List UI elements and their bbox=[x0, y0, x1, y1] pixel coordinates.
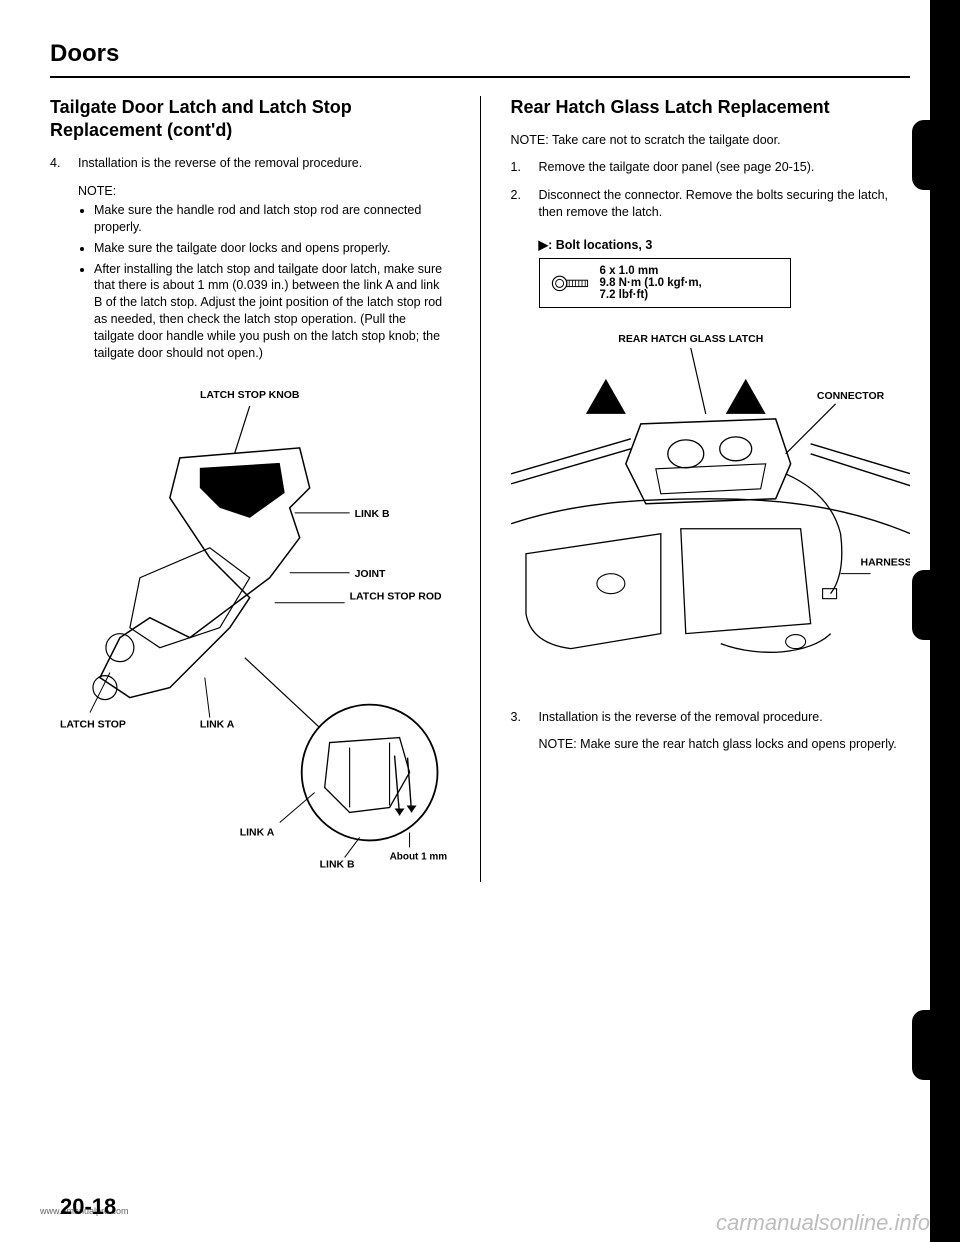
thumb-tab-3 bbox=[912, 1010, 960, 1080]
step-3: 3. Installation is the reverse of the re… bbox=[511, 709, 911, 753]
note-label: NOTE: bbox=[78, 184, 450, 198]
bullet-item: Make sure the handle rod and latch stop … bbox=[94, 202, 450, 236]
label-link-a-detail: LINK A bbox=[240, 827, 275, 838]
page-title: Doors bbox=[50, 40, 910, 68]
left-section-title: Tailgate Door Latch and Latch Stop Repla… bbox=[50, 96, 450, 141]
label-latch-stop-rod: LATCH STOP ROD bbox=[350, 591, 442, 602]
label-link-b: LINK B bbox=[355, 509, 390, 520]
step-text: Installation is the reverse of the remov… bbox=[78, 155, 362, 172]
label-link-a: LINK A bbox=[200, 719, 235, 730]
torque-nm: 9.8 N·m (1.0 kgf·m, bbox=[600, 277, 702, 289]
torque-text: 6 x 1.0 mm 9.8 N·m (1.0 kgf·m, 7.2 lbf·f… bbox=[600, 265, 702, 301]
step-number: 1. bbox=[511, 159, 525, 176]
step-number: 4. bbox=[50, 155, 64, 172]
torque-spec-box: 6 x 1.0 mm 9.8 N·m (1.0 kgf·m, 7.2 lbf·f… bbox=[539, 258, 791, 308]
column-divider bbox=[480, 96, 481, 882]
bullet-item: After installing the latch stop and tail… bbox=[94, 261, 450, 362]
bolt-locations-note: ▶: Bolt locations, 3 bbox=[539, 237, 911, 252]
label-joint: JOINT bbox=[355, 569, 386, 580]
step-number: 2. bbox=[511, 187, 525, 221]
step-text: Installation is the reverse of the remov… bbox=[539, 709, 897, 726]
latch-stop-diagram: LATCH STOP KNOB LINK B JOINT LATCH STOP … bbox=[50, 378, 450, 882]
label-latch-stop: LATCH STOP bbox=[60, 719, 126, 730]
note-bullets: Make sure the handle rod and latch stop … bbox=[78, 202, 450, 362]
step-text: Remove the tailgate door panel (see page… bbox=[539, 159, 815, 176]
left-column: Tailgate Door Latch and Latch Stop Repla… bbox=[50, 96, 450, 882]
torque-lbfft: 7.2 lbf·ft) bbox=[600, 289, 702, 301]
arrow-icon bbox=[585, 379, 625, 414]
step-2: 2. Disconnect the connector. Remove the … bbox=[511, 187, 911, 221]
step-number: 3. bbox=[511, 709, 525, 753]
step-3-note: NOTE: Make sure the rear hatch glass loc… bbox=[539, 736, 897, 753]
page-number: 20-18 bbox=[60, 1194, 116, 1220]
label-link-b-detail: LINK B bbox=[320, 859, 355, 870]
two-column-layout: Tailgate Door Latch and Latch Stop Repla… bbox=[50, 96, 910, 882]
label-about-1mm: About 1 mm (0.039 in.) bbox=[390, 851, 450, 862]
bolt-icon bbox=[550, 273, 590, 294]
step-text: Disconnect the connector. Remove the bol… bbox=[539, 187, 911, 221]
rear-hatch-diagram: REAR HATCH GLASS LATCH CONNECTOR bbox=[511, 324, 911, 689]
watermark-right: carmanualsonline.info bbox=[716, 1210, 930, 1236]
label-connector: CONNECTOR bbox=[816, 391, 884, 402]
label-harness-clip: HARNESS CLIP bbox=[860, 558, 910, 569]
note-top: NOTE: Take care not to scratch the tailg… bbox=[511, 133, 911, 147]
label-latch-stop-knob: LATCH STOP KNOB bbox=[200, 390, 300, 401]
label-rear-hatch: REAR HATCH GLASS LATCH bbox=[618, 334, 763, 345]
torque-size: 6 x 1.0 mm bbox=[600, 265, 702, 277]
step-4: 4. Installation is the reverse of the re… bbox=[50, 155, 450, 172]
manual-page: Doors Tailgate Door Latch and Latch Stop… bbox=[0, 0, 960, 1242]
right-section-title: Rear Hatch Glass Latch Replacement bbox=[511, 96, 911, 119]
bullet-item: Make sure the tailgate door locks and op… bbox=[94, 240, 450, 257]
step-3-body: Installation is the reverse of the remov… bbox=[539, 709, 897, 753]
horizontal-rule bbox=[50, 76, 910, 78]
thumb-tab-1 bbox=[912, 120, 960, 190]
right-column: Rear Hatch Glass Latch Replacement NOTE:… bbox=[511, 96, 911, 882]
step-1: 1. Remove the tailgate door panel (see p… bbox=[511, 159, 911, 176]
arrow-icon bbox=[725, 379, 765, 414]
thumb-tab-2 bbox=[912, 570, 960, 640]
